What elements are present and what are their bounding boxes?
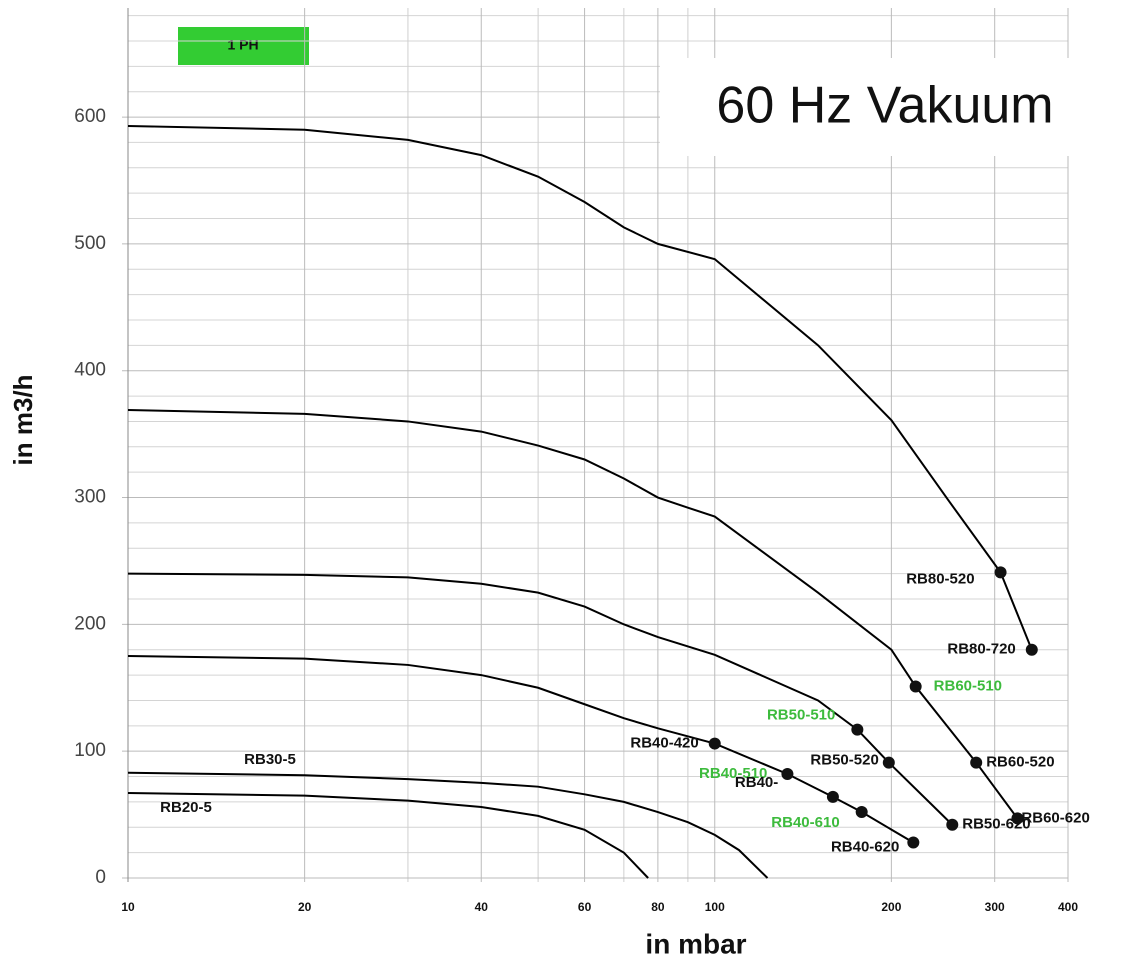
title-box <box>660 58 1112 156</box>
marker <box>907 836 920 849</box>
y-tick-label: 200 <box>74 613 106 634</box>
point-label: RB60-520 <box>986 754 1054 771</box>
badge <box>178 27 309 65</box>
marker <box>882 756 895 769</box>
x-tick-label: 20 <box>298 900 312 914</box>
marker <box>855 806 868 819</box>
y-tick-label: 0 <box>95 867 106 888</box>
curve <box>127 771 769 879</box>
marker <box>1011 812 1024 825</box>
x-tick-label: 400 <box>1058 900 1078 914</box>
point-label: RB60-510 <box>934 677 1002 694</box>
curve <box>127 409 1019 819</box>
marker <box>1025 643 1038 656</box>
y-tick-label: 400 <box>74 360 106 381</box>
x-tick-label: 100 <box>705 900 725 914</box>
marker <box>970 756 983 769</box>
marker <box>781 768 794 781</box>
badge-text: 1 PH <box>227 37 258 53</box>
marker <box>826 790 839 803</box>
y-axis-label: in m3/h <box>8 374 38 465</box>
chart-title: 60 Hz Vakuum <box>716 77 1053 135</box>
x-tick-label: 60 <box>578 900 592 914</box>
point-label: RB40-610 <box>771 814 839 831</box>
curve <box>127 792 649 879</box>
series-label: RB20-5 <box>160 799 212 816</box>
curve <box>127 124 1033 651</box>
marker <box>994 566 1007 579</box>
x-axis-label: in mbar <box>645 928 746 959</box>
point-label: RB50-520 <box>810 752 878 769</box>
point-label: RB40- <box>735 774 778 791</box>
marker <box>851 723 864 736</box>
y-tick-label: 600 <box>74 106 106 127</box>
x-tick-label: 10 <box>121 900 135 914</box>
point-label: RB50-620 <box>962 816 1030 833</box>
x-tick-label: 80 <box>651 900 665 914</box>
point-label: RB80-520 <box>906 570 974 587</box>
point-label: RB80-720 <box>947 641 1015 658</box>
series-label: RB30-5 <box>244 751 296 768</box>
point-label: RB40-420 <box>630 735 698 752</box>
point-label: RB50-510 <box>767 707 835 724</box>
x-tick-label: 200 <box>881 900 901 914</box>
point-label: RB40-510 <box>699 765 767 782</box>
y-tick-label: 300 <box>74 487 106 508</box>
point-label: RB60-620 <box>1021 809 1089 826</box>
point-label: RB40-620 <box>831 838 899 855</box>
marker <box>946 818 959 831</box>
marker <box>708 737 721 750</box>
y-tick-label: 500 <box>74 233 106 254</box>
marker <box>909 680 922 693</box>
y-tick-label: 100 <box>74 740 106 761</box>
x-tick-label: 40 <box>475 900 489 914</box>
x-tick-label: 300 <box>985 900 1005 914</box>
